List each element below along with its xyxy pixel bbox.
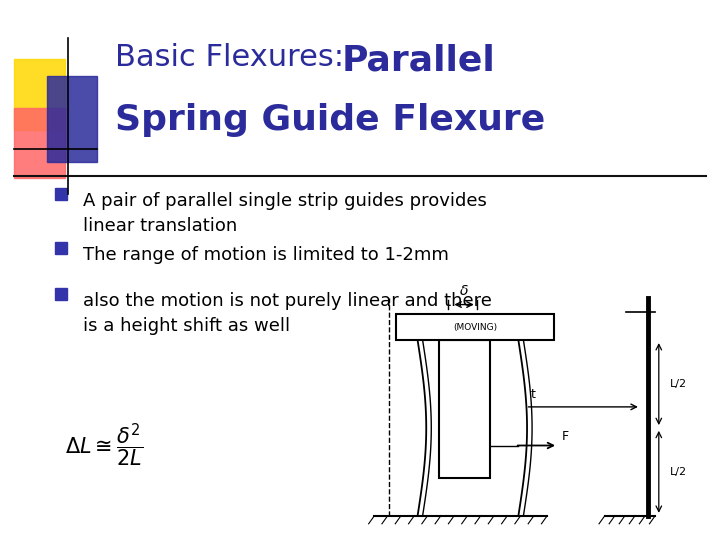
Bar <box>396 314 554 340</box>
Text: A pair of parallel single strip guides provides
linear translation: A pair of parallel single strip guides p… <box>83 192 487 235</box>
Text: Spring Guide Flexure: Spring Guide Flexure <box>115 103 546 137</box>
Bar <box>14 59 65 130</box>
Text: L/2: L/2 <box>670 379 687 389</box>
Bar <box>47 76 97 162</box>
Bar <box>55 288 67 300</box>
Bar <box>439 340 490 478</box>
Text: also the motion is not purely linear and there
is a height shift as well: also the motion is not purely linear and… <box>83 292 492 335</box>
Bar <box>14 108 65 178</box>
Bar <box>55 188 67 200</box>
Text: L/2: L/2 <box>670 467 687 477</box>
Text: Basic Flexures:: Basic Flexures: <box>115 43 354 72</box>
Text: F: F <box>562 430 569 443</box>
Text: P: P <box>461 370 468 383</box>
Text: $\delta$: $\delta$ <box>459 284 469 298</box>
Text: Parallel: Parallel <box>342 43 496 77</box>
Text: (MOVING): (MOVING) <box>453 323 498 332</box>
Text: t: t <box>531 388 535 402</box>
Text: $\Delta L \cong \dfrac{\delta^2}{2L}$: $\Delta L \cong \dfrac{\delta^2}{2L}$ <box>66 422 143 469</box>
Text: The range of motion is limited to 1-2mm: The range of motion is limited to 1-2mm <box>83 246 449 264</box>
Bar <box>55 242 67 254</box>
